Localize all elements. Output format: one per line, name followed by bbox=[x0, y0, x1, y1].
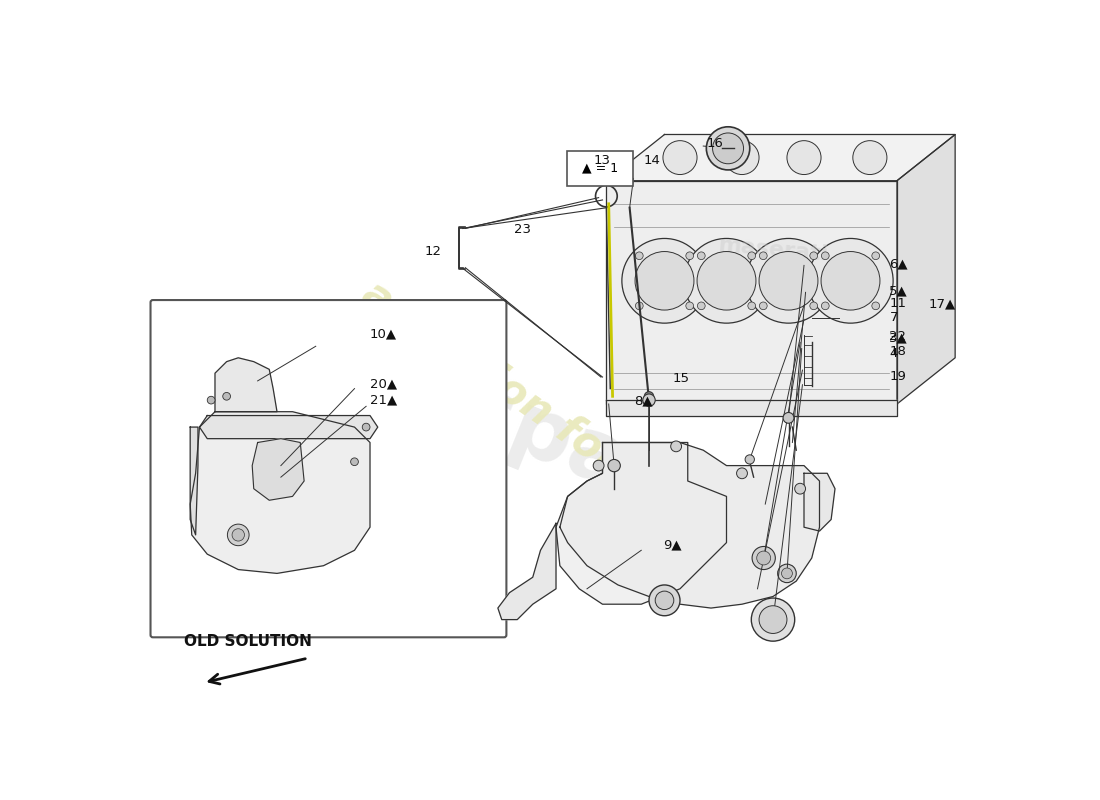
Circle shape bbox=[748, 302, 756, 310]
Circle shape bbox=[608, 459, 620, 472]
Circle shape bbox=[362, 423, 370, 431]
Text: 16: 16 bbox=[707, 137, 724, 150]
Text: OLD SOLUTION: OLD SOLUTION bbox=[185, 634, 312, 650]
Circle shape bbox=[228, 524, 249, 546]
Circle shape bbox=[783, 413, 794, 423]
Polygon shape bbox=[606, 181, 896, 404]
Text: 13: 13 bbox=[594, 154, 610, 166]
Circle shape bbox=[872, 302, 880, 310]
Text: 17▲: 17▲ bbox=[928, 297, 956, 310]
Polygon shape bbox=[560, 442, 820, 608]
Text: 14: 14 bbox=[644, 154, 661, 166]
Circle shape bbox=[794, 483, 805, 494]
Circle shape bbox=[778, 564, 796, 582]
FancyBboxPatch shape bbox=[568, 150, 632, 186]
Polygon shape bbox=[804, 474, 835, 531]
Text: 11: 11 bbox=[890, 297, 906, 310]
Circle shape bbox=[748, 252, 756, 260]
Text: 21▲: 21▲ bbox=[371, 393, 397, 406]
Text: 15: 15 bbox=[673, 372, 690, 385]
Circle shape bbox=[656, 591, 674, 610]
Circle shape bbox=[810, 302, 817, 310]
Circle shape bbox=[746, 238, 832, 323]
Text: 10▲: 10▲ bbox=[370, 328, 396, 341]
Text: maserati: maserati bbox=[717, 235, 829, 265]
Polygon shape bbox=[498, 523, 556, 619]
Circle shape bbox=[697, 252, 705, 260]
Circle shape bbox=[713, 133, 744, 164]
Polygon shape bbox=[606, 400, 896, 415]
Circle shape bbox=[351, 458, 359, 466]
Circle shape bbox=[822, 302, 829, 310]
Text: eurospar: eurospar bbox=[244, 284, 679, 524]
Text: 4: 4 bbox=[890, 347, 898, 360]
Circle shape bbox=[757, 551, 771, 565]
Text: ▲ = 1: ▲ = 1 bbox=[582, 162, 618, 175]
Circle shape bbox=[745, 455, 755, 464]
Polygon shape bbox=[252, 438, 304, 500]
Text: 7: 7 bbox=[890, 310, 898, 324]
Circle shape bbox=[872, 252, 880, 260]
Circle shape bbox=[635, 251, 694, 310]
Circle shape bbox=[663, 141, 697, 174]
Polygon shape bbox=[896, 134, 955, 404]
Circle shape bbox=[649, 585, 680, 616]
Text: 20▲: 20▲ bbox=[371, 378, 397, 390]
Polygon shape bbox=[199, 415, 377, 438]
Circle shape bbox=[593, 460, 604, 471]
Text: 8▲: 8▲ bbox=[634, 394, 652, 407]
Circle shape bbox=[636, 252, 644, 260]
Circle shape bbox=[697, 251, 756, 310]
Text: 5▲: 5▲ bbox=[890, 284, 909, 297]
Circle shape bbox=[752, 546, 776, 570]
Circle shape bbox=[759, 251, 818, 310]
Circle shape bbox=[759, 606, 786, 634]
Circle shape bbox=[852, 141, 887, 174]
Circle shape bbox=[759, 252, 767, 260]
Circle shape bbox=[685, 252, 694, 260]
Circle shape bbox=[684, 238, 769, 323]
Circle shape bbox=[645, 392, 653, 401]
Polygon shape bbox=[190, 412, 370, 574]
Circle shape bbox=[725, 141, 759, 174]
Circle shape bbox=[807, 238, 893, 323]
Circle shape bbox=[781, 568, 792, 578]
Text: a passion for parts: a passion for parts bbox=[354, 273, 739, 560]
Text: 18: 18 bbox=[890, 345, 906, 358]
Circle shape bbox=[636, 302, 644, 310]
Circle shape bbox=[822, 252, 829, 260]
Circle shape bbox=[671, 441, 682, 452]
Circle shape bbox=[737, 468, 747, 478]
Text: 23: 23 bbox=[515, 222, 531, 235]
Circle shape bbox=[232, 529, 244, 541]
Circle shape bbox=[751, 598, 794, 641]
Circle shape bbox=[786, 141, 821, 174]
Text: 12: 12 bbox=[425, 245, 442, 258]
Text: 6▲: 6▲ bbox=[890, 257, 908, 270]
Circle shape bbox=[759, 302, 767, 310]
Circle shape bbox=[222, 393, 231, 400]
Circle shape bbox=[685, 302, 694, 310]
Text: 22: 22 bbox=[890, 330, 906, 342]
Circle shape bbox=[706, 126, 750, 170]
Circle shape bbox=[697, 302, 705, 310]
Polygon shape bbox=[556, 442, 726, 604]
Polygon shape bbox=[606, 134, 955, 181]
Circle shape bbox=[810, 252, 817, 260]
FancyBboxPatch shape bbox=[151, 300, 506, 638]
Circle shape bbox=[821, 251, 880, 310]
Circle shape bbox=[207, 396, 215, 404]
Circle shape bbox=[621, 238, 707, 323]
Circle shape bbox=[642, 394, 656, 406]
Polygon shape bbox=[190, 427, 198, 535]
Text: 19: 19 bbox=[890, 370, 906, 382]
Text: 3▲: 3▲ bbox=[890, 331, 909, 345]
Text: 9▲: 9▲ bbox=[663, 538, 681, 551]
Polygon shape bbox=[214, 358, 277, 412]
